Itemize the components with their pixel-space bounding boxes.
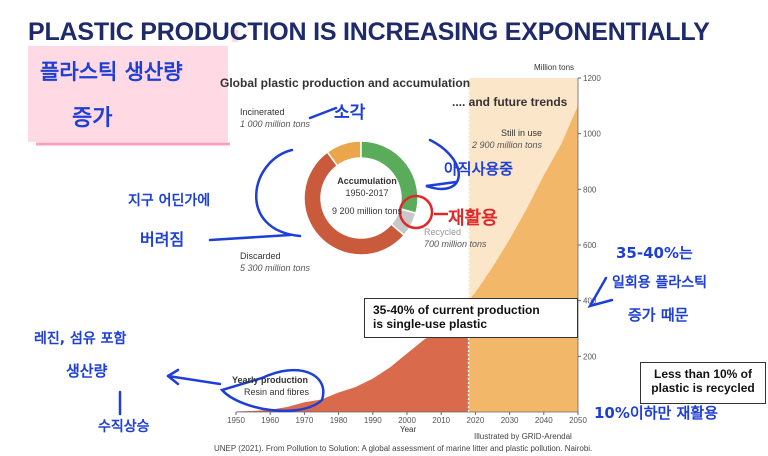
future-trends-label: .... and future trends (452, 95, 568, 109)
highlight-note-topleft (28, 46, 228, 142)
recycled-line1: Less than 10% of (653, 367, 753, 381)
x-tick-label: 1960 (261, 416, 279, 425)
incinerated-value: 1 000 million tons (240, 119, 311, 129)
x-tick-label: 1990 (364, 416, 382, 425)
ink-discard-arrow (255, 148, 302, 238)
note-incinerated: 소각 (334, 103, 366, 123)
page-title: PLASTIC PRODUCTION IS INCREASING EXPONEN… (28, 18, 710, 46)
donut-slice-discarded (303, 151, 406, 256)
highlight-mark (232, 30, 238, 42)
in-use-label: Still in use 2 900 million tons (462, 127, 542, 151)
note-in-use: 아직사용중 (444, 160, 514, 178)
in-use-value: 2 900 million tons (471, 140, 542, 150)
note-resin-2: 생산량 (66, 362, 108, 380)
x-tick-label: 2040 (535, 416, 553, 425)
discarded-label: Discarded 5 300 million tons (240, 250, 310, 274)
note-recycled-under-10: 10%이하만 재활용 (594, 404, 718, 422)
note-discarded-1: 지구 어딘가에 (128, 193, 211, 209)
note-vertical-rise: 수직상승 (98, 419, 150, 435)
recycled-value: 700 million tons (424, 239, 487, 249)
note-discarded-2: 버려짐 (140, 230, 185, 249)
y-tick-label: 600 (583, 241, 597, 250)
single-use-line1: 35-40% of current production (373, 303, 540, 317)
recycled-name: Recycled (424, 227, 462, 237)
ink-yearly-arrow (166, 374, 222, 386)
ink-discard-pointer (208, 233, 292, 242)
x-tick-label: 2030 (501, 416, 519, 425)
recycled-label: Recycled 700 million tons (424, 226, 487, 250)
x-tick-label: 2020 (467, 416, 485, 425)
x-tick-label: 2010 (432, 416, 450, 425)
donut-hole (322, 159, 400, 237)
single-use-line2: is single-use plastic (373, 317, 488, 331)
incinerated-name: Incinerated (240, 107, 285, 117)
recycled-line2: plastic is recycled (651, 381, 755, 395)
y-tick-label: 1000 (583, 130, 601, 139)
recycled-box: Less than 10% of plastic is recycled (640, 362, 766, 404)
yearly-title: Yearly production (232, 375, 309, 385)
donut-title: Accumulation (337, 176, 397, 186)
y-tick-label: 400 (583, 297, 597, 306)
incinerated-label: Incinerated 1 000 million tons (240, 106, 310, 130)
discarded-name: Discarded (240, 251, 281, 261)
discarded-value: 5 300 million tons (240, 263, 311, 273)
y-tick-label: 1200 (583, 74, 601, 83)
ink-single-use-check (587, 276, 614, 308)
note-single-use-2: 일회용 플라스틱 (612, 275, 708, 291)
note-increase: 증가 (72, 106, 113, 131)
area-historical (236, 300, 469, 412)
illustrated-credit: Illustrated by GRID-Arendal (474, 432, 572, 441)
ink-yearly-arrowhead (166, 368, 180, 386)
donut-total: 9 200 million tons (331, 206, 403, 216)
note-production-increase: 플라스틱 생산량 (40, 60, 183, 84)
in-use-name: Still in use (500, 128, 542, 138)
source-credit: UNEP (2021). From Pollution to Solution:… (214, 444, 593, 453)
note-single-use-3: 증가 때문 (628, 306, 689, 324)
note-recycled: 재활용 (448, 208, 498, 229)
ink-inuse-stroke (425, 138, 460, 191)
y-tick-label: 200 (583, 352, 597, 361)
yearly-subtitle: Resin and fibres (244, 387, 310, 397)
yearly-production-label: Yearly production Resin and fibres (232, 374, 309, 398)
chart-subtitle: Global plastic production and accumulati… (220, 76, 471, 90)
x-tick-label: 2050 (569, 416, 587, 425)
note-single-use-1: 35-40%는 (616, 244, 693, 262)
note-resin-1: 레진, 섬유 포함 (34, 331, 127, 347)
donut-period: 1950-2017 (345, 188, 389, 198)
x-tick-label: 1950 (227, 416, 245, 425)
ink-incinerated-arrow (308, 106, 338, 120)
x-tick-label: 1980 (330, 416, 348, 425)
x-tick-label: 2000 (398, 416, 416, 425)
donut-center: Accumulation 1950-2017 9 200 million ton… (312, 175, 422, 217)
y-axis-label: Million tons (534, 63, 575, 72)
y-tick-label: 800 (583, 185, 597, 194)
x-tick-label: 1970 (296, 416, 314, 425)
ink-yearly-circle (219, 368, 325, 413)
single-use-box: 35-40% of current production is single-u… (364, 298, 578, 338)
ink-recycled-circle (398, 194, 434, 230)
x-axis-label: Year (400, 425, 417, 434)
